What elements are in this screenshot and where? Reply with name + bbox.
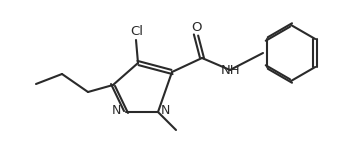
Text: N: N (112, 104, 121, 118)
Text: O: O (192, 21, 202, 34)
Text: Cl: Cl (130, 25, 144, 38)
Text: NH: NH (221, 63, 241, 76)
Text: N: N (161, 104, 170, 118)
